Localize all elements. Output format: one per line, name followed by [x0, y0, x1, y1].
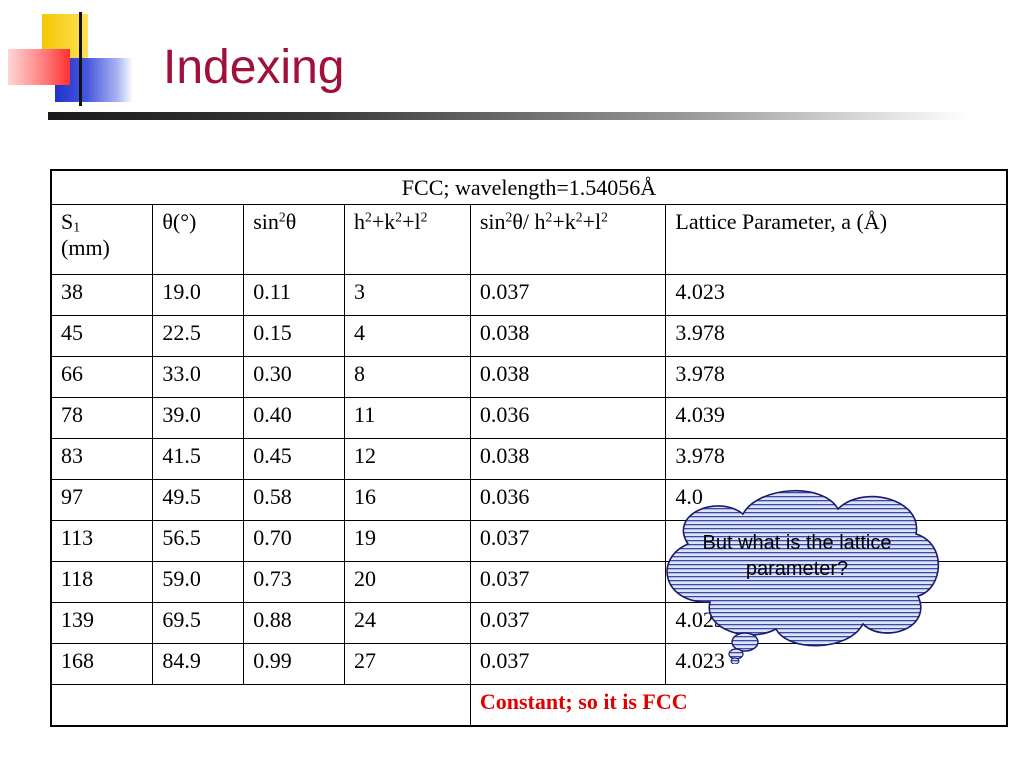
- cell-theta: 39.0: [152, 397, 245, 440]
- cell-hkl-sum: 11: [344, 397, 471, 440]
- cell-ratio: 0.038: [469, 438, 667, 481]
- cell-s1: 45: [50, 315, 154, 358]
- cell-hkl-sum: 24: [344, 602, 471, 645]
- cell-theta: 41.5: [152, 438, 245, 481]
- cell-sin2theta: 0.15: [243, 315, 346, 358]
- cell-hkl-sum: 16: [344, 479, 471, 522]
- bubble-tail-medium: [728, 648, 744, 660]
- cell-hkl-sum: 12: [344, 438, 471, 481]
- header-lattice-parameter: Lattice Parameter, a (Å): [665, 204, 1008, 276]
- cell-lattice-parameter: 4.039: [665, 397, 1008, 440]
- cell-theta: 22.5: [152, 315, 245, 358]
- corner-red-block: [8, 49, 70, 85]
- cell-sin2theta: 0.58: [243, 479, 346, 522]
- header-theta: θ(°): [152, 204, 245, 276]
- cell-s1: 78: [50, 397, 154, 440]
- table-row: 38 19.0 0.11 3 0.037 4.023: [50, 274, 1008, 317]
- cell-theta: 69.5: [152, 602, 245, 645]
- cell-sin2theta: 0.45: [243, 438, 346, 481]
- table-caption: FCC; wavelength=1.54056Å: [50, 169, 1008, 206]
- header-ratio: sin2θ/ h2+k2+l2: [469, 204, 667, 276]
- cell-s1: 168: [50, 643, 154, 686]
- cell-lattice-parameter: 4.023: [665, 643, 1008, 686]
- cell-sin2theta: 0.99: [243, 643, 346, 686]
- header-row: S1 (mm) θ(°) sin2θ h2+k2+l2 sin2θ/ h2+k2+…: [50, 204, 1008, 276]
- cell-ratio: 0.037: [469, 643, 667, 686]
- cell-theta: 84.9: [152, 643, 245, 686]
- cell-s1: 118: [50, 561, 154, 604]
- cell-theta: 49.5: [152, 479, 245, 522]
- cell-hkl-sum: 20: [344, 561, 471, 604]
- cell-sin2theta: 0.73: [243, 561, 346, 604]
- cell-ratio: 0.036: [469, 397, 667, 440]
- cell-sin2theta: 0.88: [243, 602, 346, 645]
- table-row: 45 22.5 0.15 4 0.038 3.978: [50, 315, 1008, 358]
- page-title: Indexing: [163, 41, 345, 94]
- cell-s1: 113: [50, 520, 154, 563]
- header-hkl-sum: h2+k2+l2: [344, 204, 471, 276]
- table-row: 168 84.9 0.99 27 0.037 4.023: [50, 643, 1008, 686]
- footer-row: Constant; so it is FCC: [50, 684, 1008, 727]
- cell-sin2theta: 0.40: [243, 397, 346, 440]
- callout-text: But what is the lattice parameter?: [702, 532, 892, 580]
- header-s1: S1 (mm): [50, 204, 154, 276]
- table-row: 83 41.5 0.45 12 0.038 3.978: [50, 438, 1008, 481]
- cell-hkl-sum: 19: [344, 520, 471, 563]
- cell-lattice-parameter: 3.978: [665, 438, 1008, 481]
- cell-theta: 33.0: [152, 356, 245, 399]
- cell-sin2theta: 0.11: [243, 274, 346, 317]
- cell-s1: 38: [50, 274, 154, 317]
- cell-ratio: 0.037: [469, 602, 667, 645]
- cell-lattice-parameter: 3.978: [665, 356, 1008, 399]
- cell-ratio: 0.038: [469, 356, 667, 399]
- cell-theta: 59.0: [152, 561, 245, 604]
- table-row: 78 39.0 0.40 11 0.036 4.039: [50, 397, 1008, 440]
- cell-s1: 97: [50, 479, 154, 522]
- cell-hkl-sum: 4: [344, 315, 471, 358]
- cell-lattice-parameter: 3.978: [665, 315, 1008, 358]
- caption-row: FCC; wavelength=1.54056Å: [50, 169, 1008, 206]
- title-underline: [48, 112, 968, 120]
- cell-s1: 139: [50, 602, 154, 645]
- cell-theta: 19.0: [152, 274, 245, 317]
- cell-hkl-sum: 3: [344, 274, 471, 317]
- cell-ratio: 0.037: [469, 274, 667, 317]
- cell-hkl-sum: 27: [344, 643, 471, 686]
- cell-s1: 83: [50, 438, 154, 481]
- bubble-tail-small: [730, 657, 740, 664]
- cell-hkl-sum: 8: [344, 356, 471, 399]
- cell-ratio: 0.038: [469, 315, 667, 358]
- cell-ratio: 0.036: [469, 479, 667, 522]
- table-row: 66 33.0 0.30 8 0.038 3.978: [50, 356, 1008, 399]
- cell-ratio: 0.037: [469, 561, 667, 604]
- thought-bubble: [666, 490, 940, 664]
- cell-theta: 56.5: [152, 520, 245, 563]
- cell-lattice-parameter: 4.023: [665, 274, 1008, 317]
- cell-sin2theta: 0.30: [243, 356, 346, 399]
- bubble-cloud: [666, 490, 940, 647]
- cell-ratio: 0.037: [469, 520, 667, 563]
- footer-empty-cell: [50, 684, 471, 727]
- header-sin2theta: sin2θ: [243, 204, 346, 276]
- cell-s1: 66: [50, 356, 154, 399]
- cell-sin2theta: 0.70: [243, 520, 346, 563]
- conclusion-text: Constant; so it is FCC: [469, 684, 1008, 727]
- bubble-tail-large: [731, 632, 759, 652]
- corner-vertical-line: [79, 12, 82, 106]
